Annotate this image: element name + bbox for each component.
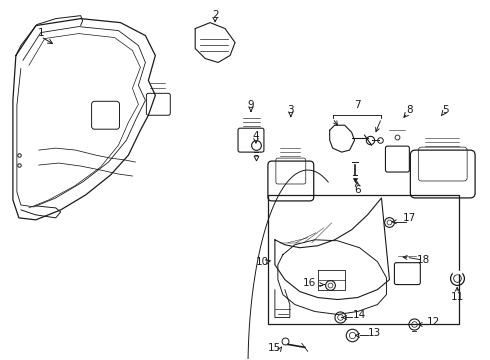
Bar	[268, 195, 459, 324]
Text: 13: 13	[368, 328, 381, 338]
Text: 14: 14	[353, 310, 366, 320]
Text: 1: 1	[37, 28, 44, 37]
Text: 3: 3	[288, 105, 294, 115]
Text: 18: 18	[416, 255, 430, 265]
Text: 11: 11	[450, 292, 464, 302]
Text: 10: 10	[255, 257, 269, 267]
Text: 12: 12	[427, 318, 440, 328]
Text: 6: 6	[354, 185, 361, 195]
Text: 7: 7	[354, 100, 361, 110]
Text: 17: 17	[403, 213, 416, 223]
Text: 9: 9	[247, 100, 254, 110]
Text: 4: 4	[253, 131, 259, 141]
Text: 2: 2	[212, 10, 219, 20]
Text: 15: 15	[268, 343, 282, 354]
Text: 8: 8	[406, 105, 413, 115]
Text: 5: 5	[442, 105, 448, 115]
Text: 16: 16	[303, 278, 317, 288]
